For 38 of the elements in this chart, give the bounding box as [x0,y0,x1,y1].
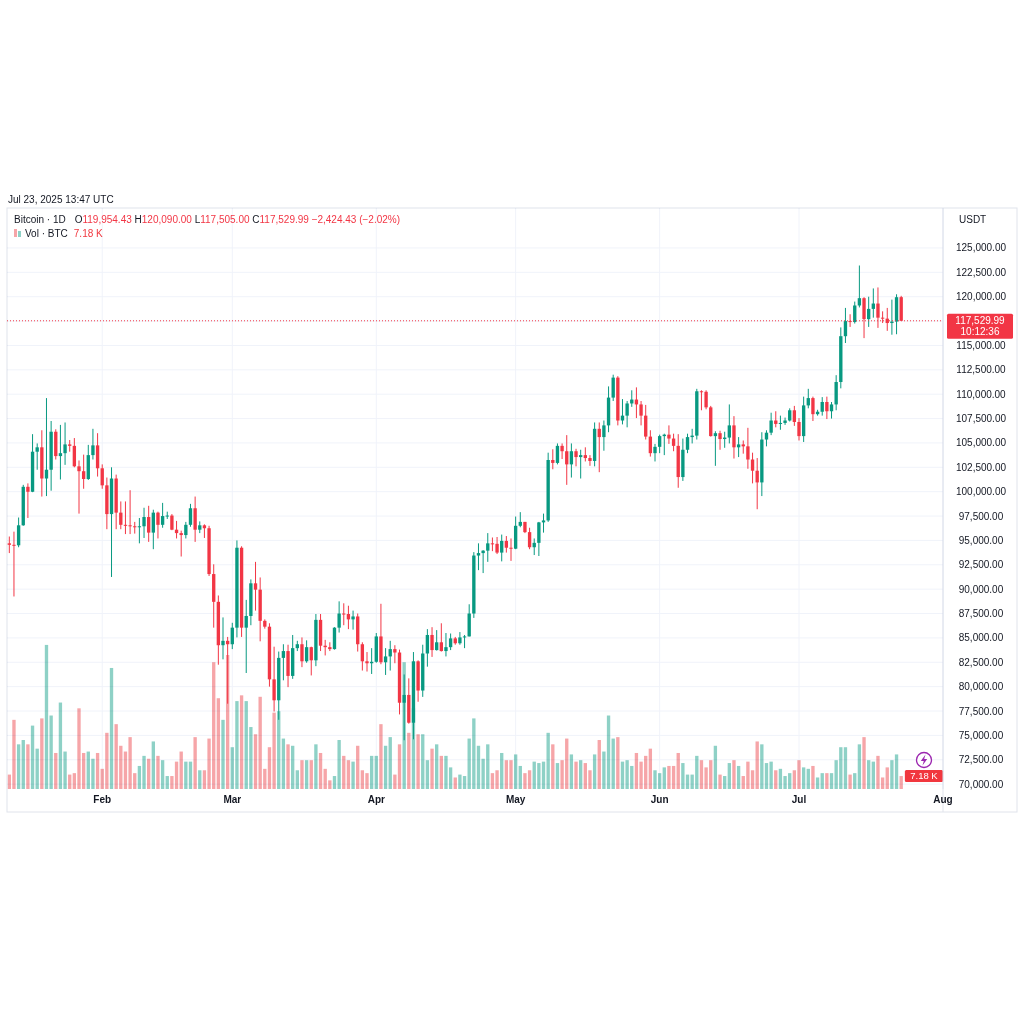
text: Jul 23, 2025 13:47 UTC [8,194,114,205]
y-tick-label: 110,000.00 [956,388,1007,400]
text: O119,954.43 H120,090.00 L117,505.00 C117,529.99 −2,424.43 (−2.02%) [74,214,401,225]
y-tick-label: 120,000.00 [955,291,1007,303]
y-tick-label: 80,000.00 [958,681,1004,693]
text: 7.18 K [73,228,103,239]
y-tick-label: 122,500.00 [955,266,1007,278]
y-tick-label: 115,000.00 [956,339,1007,351]
y-tick-label: 75,000.00 [958,729,1004,741]
text: Bitcoin · 1D [14,214,66,225]
y-tick-label: 97,500.00 [958,510,1004,522]
y-axis-title: USDT [959,214,987,225]
text: 10:12:36 [960,326,1000,338]
y-tick-label: 125,000.00 [955,242,1007,254]
y-tick-label: 77,500.00 [958,705,1004,717]
y-tick-label: 105,000.00 [955,437,1007,449]
x-tick-label: Jul [791,794,807,805]
y-tick-label: 87,500.00 [958,608,1004,620]
y-tick-label: 72,500.00 [958,754,1004,766]
y-tick-label: 107,500.00 [955,413,1007,425]
annotation: 7.18 K [910,770,939,782]
x-tick-label: Apr [367,794,385,805]
y-tick-label: 95,000.00 [958,534,1004,546]
ref-line-label: 117,529.99 [955,315,1006,327]
x-tick-label: Aug [933,794,953,805]
x-tick-label: May [505,794,526,805]
y-tick-label: 82,500.00 [958,656,1004,668]
y-tick-label: 100,000.00 [955,486,1007,498]
x-tick-label: Jun [650,794,669,805]
y-tick-label: 112,500.00 [956,364,1007,376]
y-tick-label: 85,000.00 [958,632,1004,644]
y-tick-label: 70,000.00 [958,778,1004,790]
y-tick-label: 102,500.00 [955,461,1007,473]
legend-label: Vol · BTC [25,228,68,239]
x-tick-label: Mar [223,794,242,805]
y-tick-label: 90,000.00 [958,583,1004,595]
x-tick-label: Feb [93,794,112,805]
y-tick-label: 92,500.00 [958,559,1004,571]
